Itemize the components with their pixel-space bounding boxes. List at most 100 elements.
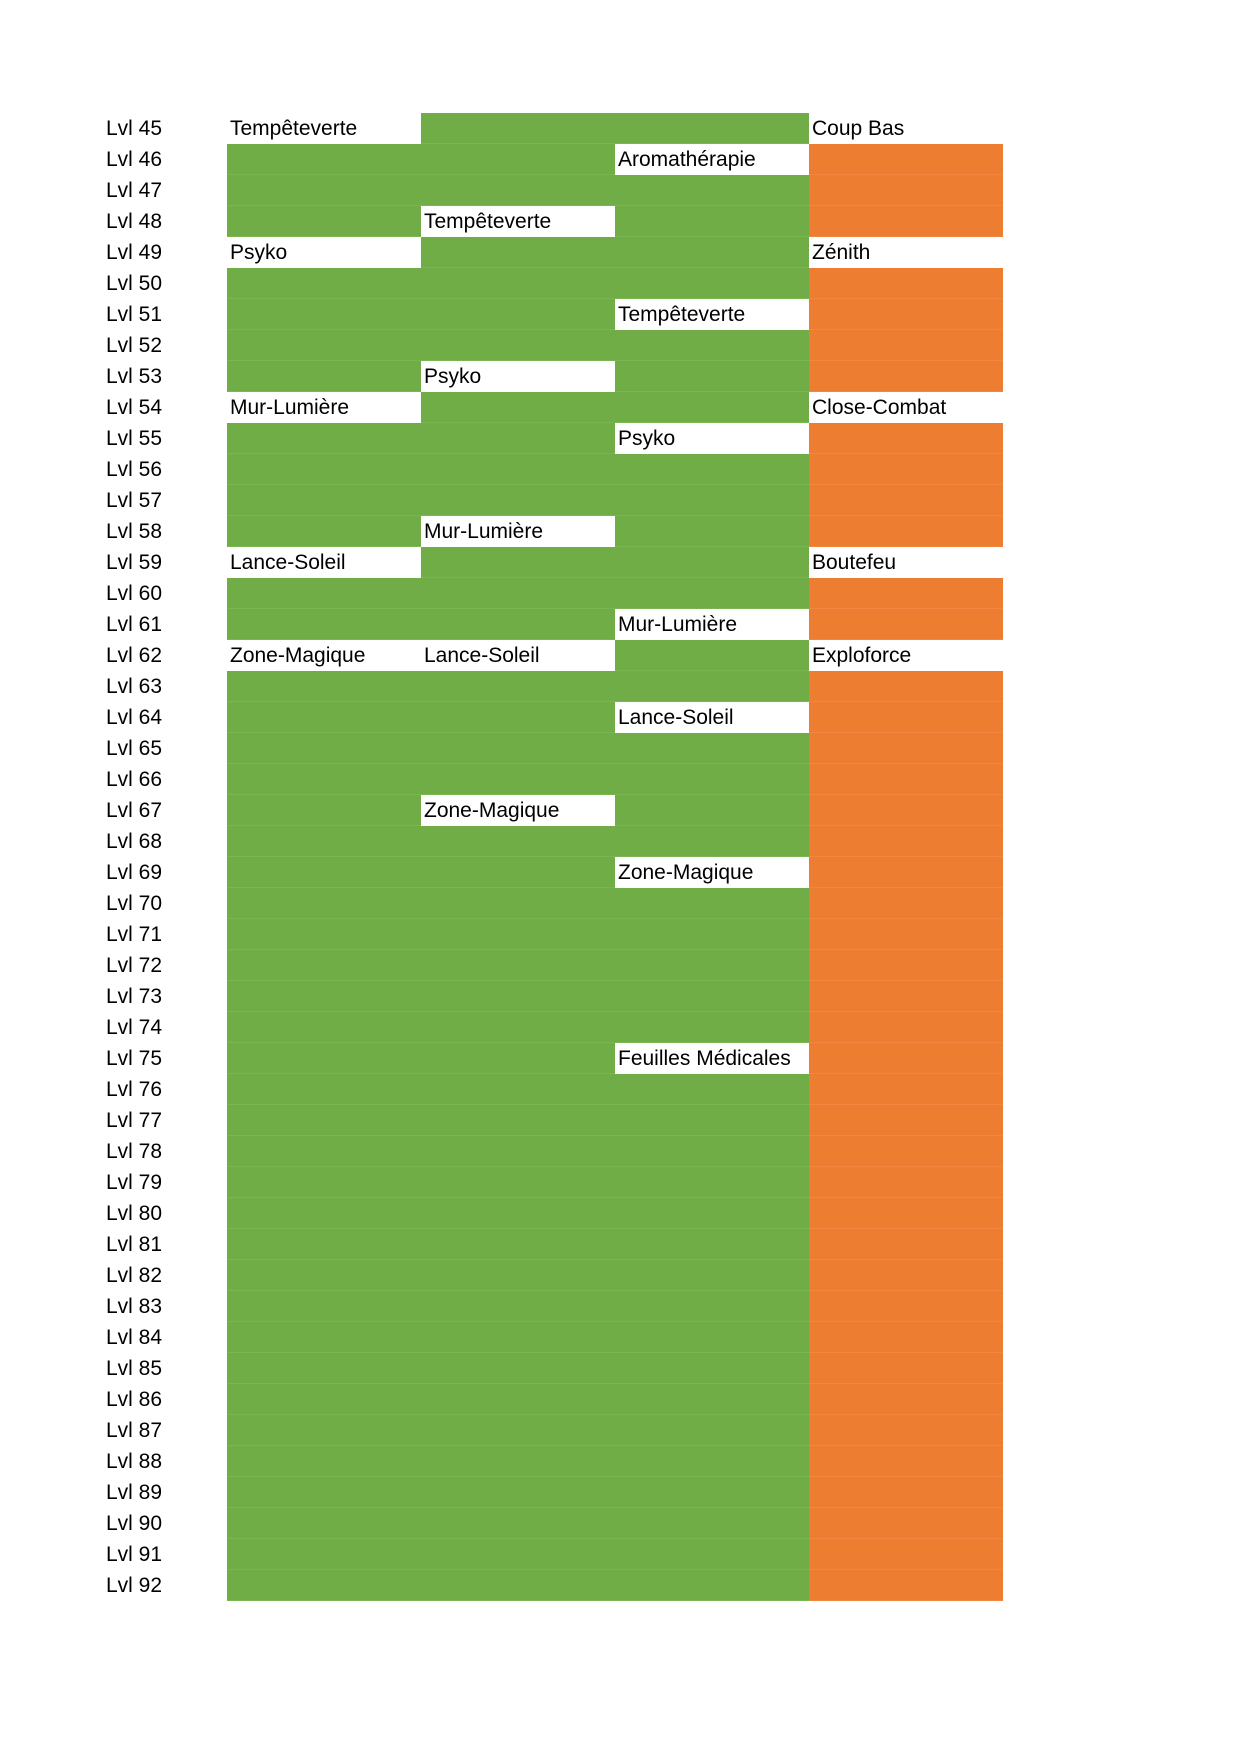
- filled-cell: [615, 640, 809, 671]
- filled-cell: [809, 1229, 1003, 1260]
- filled-cell: [227, 1012, 421, 1043]
- filled-cell: [227, 919, 421, 950]
- filled-cell: [615, 237, 809, 268]
- filled-cell: [809, 826, 1003, 857]
- move-name: Zénith: [812, 241, 871, 264]
- filled-cell: [421, 826, 615, 857]
- filled-cell: [809, 175, 1003, 206]
- filled-cell: [615, 1136, 809, 1167]
- filled-cell: [421, 950, 615, 981]
- move-name: Tempêteverte: [424, 210, 552, 233]
- level-label: Lvl 68: [106, 830, 163, 853]
- filled-cell: [421, 1043, 615, 1074]
- filled-cell: [227, 485, 421, 516]
- level-label: Lvl 63: [106, 675, 163, 698]
- filled-cell: [615, 888, 809, 919]
- level-label: Lvl 61: [106, 613, 163, 636]
- filled-cell: [615, 795, 809, 826]
- filled-cell: [421, 1570, 615, 1601]
- filled-cell: [809, 330, 1003, 361]
- filled-cell: [809, 206, 1003, 237]
- level-label: Lvl 49: [106, 241, 163, 264]
- filled-cell: [809, 1012, 1003, 1043]
- filled-cell: [809, 671, 1003, 702]
- filled-cell: [227, 826, 421, 857]
- filled-cell: [421, 1353, 615, 1384]
- filled-cell: [615, 1260, 809, 1291]
- filled-cell: [227, 1136, 421, 1167]
- filled-cell: [227, 144, 421, 175]
- filled-cell: [227, 1043, 421, 1074]
- move-name: Boutefeu: [812, 551, 897, 574]
- move-name: Tempêteverte: [230, 117, 358, 140]
- move-cell: Tempêteverte: [421, 206, 615, 237]
- move-cell: Mur-Lumière: [227, 392, 421, 423]
- move-cell: Aromathérapie: [615, 144, 809, 175]
- filled-cell: [421, 1229, 615, 1260]
- filled-cell: [421, 547, 615, 578]
- filled-cell: [421, 1012, 615, 1043]
- filled-cell: [615, 516, 809, 547]
- filled-cell: [227, 299, 421, 330]
- filled-cell: [227, 1353, 421, 1384]
- move-cell: Lance-Soleil: [227, 547, 421, 578]
- move-cell: Tempêteverte: [227, 113, 421, 144]
- filled-cell: [615, 206, 809, 237]
- filled-cell: [227, 454, 421, 485]
- filled-cell: [227, 361, 421, 392]
- move-name: Zone-Magique: [230, 644, 366, 667]
- filled-cell: [809, 1322, 1003, 1353]
- move-name: Mur-Lumière: [618, 613, 738, 636]
- move-name: Feuilles Médicales: [618, 1047, 791, 1070]
- filled-cell: [227, 609, 421, 640]
- filled-cell: [421, 392, 615, 423]
- filled-cell: [227, 888, 421, 919]
- filled-cell: [809, 919, 1003, 950]
- filled-cell: [421, 702, 615, 733]
- level-label: Lvl 76: [106, 1078, 163, 1101]
- level-label: Lvl 87: [106, 1419, 163, 1442]
- level-label: Lvl 56: [106, 458, 163, 481]
- filled-cell: [421, 1105, 615, 1136]
- filled-cell: [227, 1105, 421, 1136]
- level-label: Lvl 78: [106, 1140, 163, 1163]
- level-label: Lvl 72: [106, 954, 163, 977]
- filled-cell: [227, 1198, 421, 1229]
- move-cell: Zénith: [809, 237, 1003, 268]
- move-name: Aromathérapie: [618, 148, 756, 171]
- move-cell: Feuilles Médicales: [615, 1043, 809, 1074]
- filled-cell: [615, 1539, 809, 1570]
- filled-cell: [809, 733, 1003, 764]
- level-label: Lvl 57: [106, 489, 163, 512]
- filled-cell: [421, 423, 615, 454]
- level-label: Lvl 89: [106, 1481, 163, 1504]
- filled-cell: [615, 1384, 809, 1415]
- filled-cell: [421, 578, 615, 609]
- filled-cell: [421, 1074, 615, 1105]
- move-cell: Zone-Magique: [227, 640, 421, 671]
- filled-cell: [615, 547, 809, 578]
- move-cell: Mur-Lumière: [421, 516, 615, 547]
- filled-cell: [809, 578, 1003, 609]
- filled-cell: [809, 1384, 1003, 1415]
- filled-cell: [227, 733, 421, 764]
- filled-cell: [809, 857, 1003, 888]
- filled-cell: [809, 795, 1003, 826]
- filled-cell: [421, 1477, 615, 1508]
- level-label: Lvl 77: [106, 1109, 163, 1132]
- move-cell: Boutefeu: [809, 547, 1003, 578]
- filled-cell: [615, 392, 809, 423]
- filled-cell: [227, 1229, 421, 1260]
- filled-cell: [227, 1508, 421, 1539]
- filled-cell: [615, 1074, 809, 1105]
- move-name: Zone-Magique: [618, 861, 754, 884]
- move-cell: Zone-Magique: [615, 857, 809, 888]
- filled-cell: [615, 1198, 809, 1229]
- level-label: Lvl 73: [106, 985, 163, 1008]
- filled-cell: [809, 1105, 1003, 1136]
- level-label: Lvl 74: [106, 1016, 163, 1039]
- filled-cell: [421, 1322, 615, 1353]
- level-label: Lvl 85: [106, 1357, 163, 1380]
- level-label: Lvl 51: [106, 303, 163, 326]
- level-label: Lvl 83: [106, 1295, 163, 1318]
